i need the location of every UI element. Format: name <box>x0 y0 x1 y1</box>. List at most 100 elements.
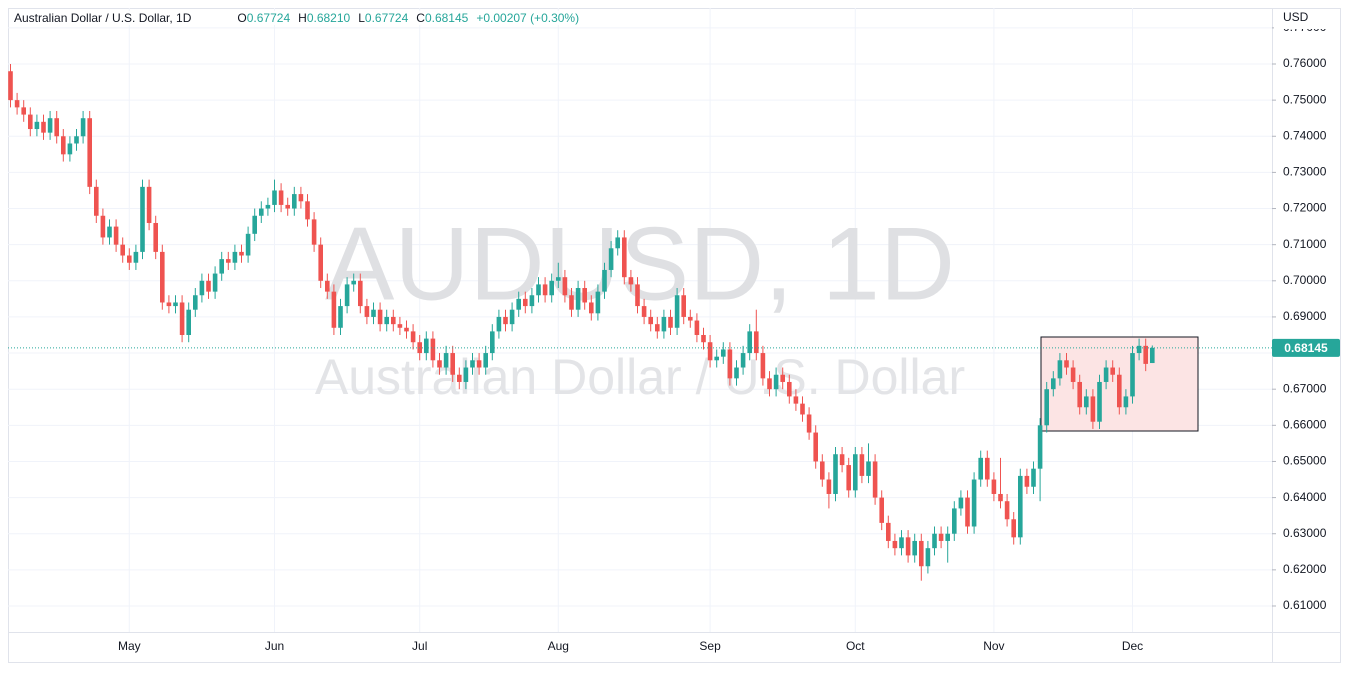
y-tick-label: 0.61000 <box>1283 598 1327 612</box>
candle-body <box>780 374 785 382</box>
y-tick-label: 0.71000 <box>1283 237 1327 251</box>
close-label: C <box>416 11 425 25</box>
y-tick-label: 0.66000 <box>1283 417 1327 431</box>
candle-body <box>529 295 535 307</box>
high-value: 0.68210 <box>306 11 351 25</box>
candle-body <box>245 233 251 256</box>
candle-body <box>516 298 521 310</box>
candle-body <box>193 295 198 310</box>
y-tick-label: 0.65000 <box>1283 454 1327 468</box>
candle-body <box>153 222 158 252</box>
candle-body <box>404 327 409 332</box>
candle-body <box>747 331 752 354</box>
candle-body <box>569 295 574 310</box>
candle-body <box>483 353 488 368</box>
axis: 0.61000 0.62000 0.63000 0.64000 0.65000 0.660… <box>8 20 1340 653</box>
candle-body <box>622 237 627 278</box>
candle-body <box>1070 367 1076 382</box>
y-tick-label: 0.67000 <box>1283 381 1327 395</box>
candle-body <box>1084 396 1089 408</box>
y-tick-label: 0.75000 <box>1283 92 1327 106</box>
candle-body <box>265 204 271 209</box>
candle-body <box>47 118 53 133</box>
candle-body <box>1011 519 1016 538</box>
candle-body <box>608 248 614 270</box>
candle-body <box>87 118 92 187</box>
candle-body <box>793 396 799 404</box>
candle-body <box>952 508 957 534</box>
candle-body <box>740 353 746 368</box>
candle-body <box>364 306 370 317</box>
candle-body <box>707 342 713 361</box>
candle-body <box>1031 468 1036 487</box>
candle-body <box>437 360 442 368</box>
candle-body <box>94 186 99 216</box>
candle-body <box>787 381 792 397</box>
candle-body <box>628 277 634 285</box>
candle-body <box>562 277 568 296</box>
candle-body <box>443 353 449 368</box>
candle-body <box>582 288 587 303</box>
x-tick-label: Aug <box>548 639 569 653</box>
last-price-label: 0.68145 <box>1284 341 1328 355</box>
candle-body <box>430 338 436 361</box>
candle-body <box>879 497 884 523</box>
candle-body <box>1064 360 1069 368</box>
candle-body <box>523 298 528 307</box>
candle-body <box>1123 396 1129 408</box>
candle-body <box>1018 475 1023 538</box>
candle-body <box>602 269 607 292</box>
candle-body <box>127 255 132 263</box>
candle-body <box>206 280 211 292</box>
candle-body <box>226 259 231 263</box>
x-tick-label: Dec <box>1122 639 1143 653</box>
candle-body <box>371 309 376 317</box>
candle-body <box>212 273 218 292</box>
candle-body <box>41 121 46 133</box>
low-label: L <box>358 11 365 25</box>
candle-body <box>457 374 462 382</box>
candle-body <box>1150 347 1155 364</box>
candle-body <box>67 143 73 155</box>
open-label: O <box>237 11 247 25</box>
candle-body <box>232 251 238 263</box>
x-tick-label: Nov <box>983 639 1004 653</box>
candle-body <box>179 302 185 335</box>
candle-body <box>272 190 277 205</box>
high-label: H <box>298 11 307 25</box>
candle-body <box>978 457 983 480</box>
candle-body <box>919 540 924 567</box>
candle-body <box>681 295 686 317</box>
x-tick-label: Jun <box>265 639 284 653</box>
candle-body <box>912 540 917 556</box>
candle-body <box>866 461 871 476</box>
candle-body <box>886 522 891 541</box>
candle-body <box>701 334 706 343</box>
candle-body <box>14 100 20 108</box>
candle-body <box>344 284 350 307</box>
candle-body <box>899 537 904 549</box>
candle-body <box>589 302 594 314</box>
candle-body <box>351 280 356 285</box>
candle-body <box>173 302 178 307</box>
y-tick-label: 0.73000 <box>1283 165 1327 179</box>
candle-body <box>1077 381 1082 408</box>
candle-body <box>490 331 495 354</box>
y-tick-label: 0.72000 <box>1283 201 1327 215</box>
candle-body <box>833 454 838 494</box>
unit-bg <box>1274 9 1340 29</box>
candle-body <box>21 107 26 115</box>
candle-body <box>397 324 403 328</box>
candle-body <box>318 244 323 281</box>
candle-body <box>325 280 330 292</box>
candle-body <box>186 309 191 335</box>
candle-body <box>1110 367 1115 375</box>
candle-body <box>991 479 997 494</box>
candle-body <box>721 349 726 357</box>
candles <box>8 64 1155 581</box>
candle-body <box>826 479 832 494</box>
candle-body <box>113 226 119 245</box>
watermark-title: AUDUSD, 1D <box>325 206 955 322</box>
candle-body <box>760 353 766 379</box>
candle-body <box>727 349 733 379</box>
